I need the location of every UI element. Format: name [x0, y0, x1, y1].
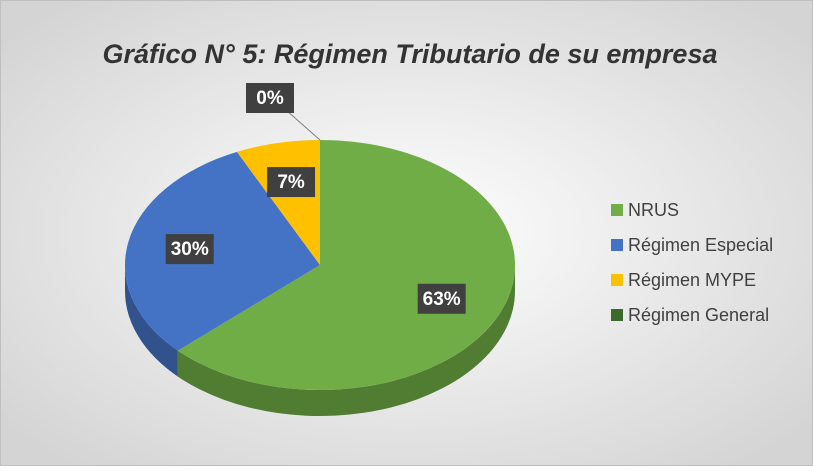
legend-swatch — [611, 204, 623, 216]
pie-sides — [125, 265, 515, 417]
data-label: 7% — [277, 172, 305, 193]
pie-side — [177, 265, 515, 417]
data-label-box — [417, 283, 466, 314]
legend-label: Régimen General — [628, 305, 769, 325]
pie-tops — [125, 140, 515, 390]
data-label: 0% — [256, 88, 284, 109]
legend-swatch — [611, 274, 623, 286]
legend-swatch — [611, 239, 623, 251]
legend-label: Régimen Especial — [628, 235, 773, 255]
pie-side — [125, 265, 178, 377]
legend-label: Régimen MYPE — [628, 270, 756, 290]
data-label: 63% — [423, 289, 461, 310]
pie-slice — [125, 151, 321, 351]
data-label-box — [267, 167, 316, 198]
data-labels: 63% 30% 7% 0% — [165, 83, 466, 314]
chart-title: Gráfico N° 5: Régimen Tributario de su e… — [103, 39, 718, 69]
data-label-box — [165, 234, 214, 265]
legend-label: NRUS — [628, 200, 679, 220]
data-label: 30% — [171, 239, 209, 260]
pie-slice — [177, 140, 515, 390]
legend: NRUS Régimen Especial Régimen MYPE Régimen … — [611, 200, 773, 325]
data-label-box — [246, 83, 294, 113]
legend-swatch — [611, 309, 623, 321]
leader-line — [285, 109, 321, 141]
